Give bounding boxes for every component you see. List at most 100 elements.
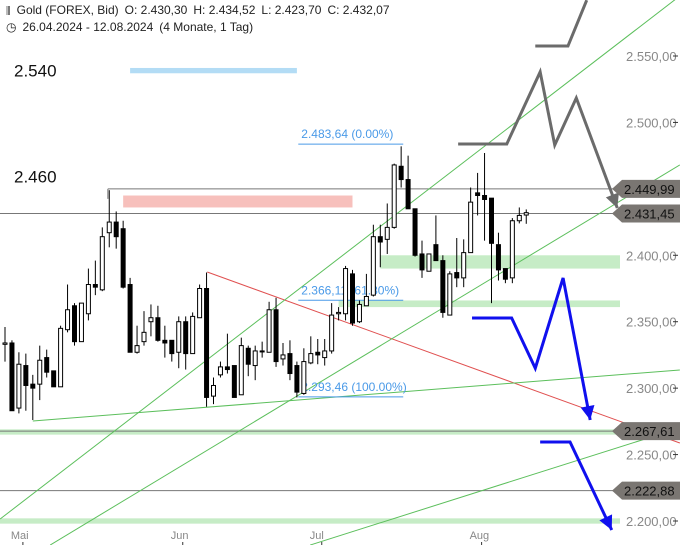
candle [155,305,161,342]
candle [454,238,460,288]
candle-body [23,365,29,386]
candle-body [273,309,279,363]
high-value: H: 2.434,52 [193,3,256,17]
candle-body [454,272,460,279]
candle-body [72,305,77,343]
candle [162,325,168,358]
candle-body [433,244,439,262]
candle [509,218,515,284]
candle [252,345,258,381]
candle-body [350,273,355,324]
candle-body [148,317,154,323]
candle [44,349,50,378]
candle [113,211,119,249]
candle-body [238,345,244,396]
candle [489,197,494,304]
zone-band [130,67,297,74]
candle [141,311,147,346]
candle [447,271,453,316]
candle-body [134,345,140,353]
candle [92,260,98,296]
candle-body [58,327,64,388]
candle [350,269,355,326]
y-tick-label: 2.550,00 [626,49,677,64]
candle-body [169,339,175,355]
candle-body [322,350,328,359]
candle [23,353,29,411]
projection-path [540,440,614,531]
candle [287,340,293,381]
candle-body [280,354,286,360]
candle [315,338,321,365]
candle [51,370,57,388]
candle-body [120,228,126,288]
y-tick-label: 2.200,00 [626,514,677,529]
candle-body [329,314,335,352]
candle-body [489,197,494,244]
candle [127,277,133,353]
trendline [207,271,680,444]
candle-body [30,383,36,389]
candle-body [85,284,91,315]
candle-body [99,236,105,291]
candle [280,342,286,366]
candle [197,284,203,319]
candle [426,253,432,272]
candle [2,327,8,362]
candle-body [363,295,369,307]
candle [475,172,481,216]
candle [412,208,418,257]
candle [363,273,369,307]
candle-body [294,365,300,393]
candle [301,348,307,395]
zone-band [338,300,620,308]
candle-body [461,252,467,279]
price-tag [612,204,680,223]
candle [294,361,300,398]
candle-body [190,315,196,355]
x-tick-label: Aug [470,530,490,542]
candle-body [245,347,251,365]
fib-label: 2.483,64 (0.00%) [301,127,393,141]
candle [482,152,488,241]
candle-body [65,309,71,331]
candle [308,336,314,365]
candle [266,301,272,353]
candle-body [440,260,446,313]
y-tick-label: 2.300,00 [626,381,677,396]
candle [169,339,175,362]
ohlc-header: ⫼ Gold (FOREX, Bid) O: 2.430,30 H: 2.434,52… [6,3,396,17]
y-tick-label: 2.400,00 [626,248,677,263]
price-tag [612,422,680,441]
candle [30,374,36,421]
candle [65,284,71,333]
candle [224,333,230,374]
candle [502,268,508,284]
candle [85,268,91,321]
price-tag-label: 2.267,61 [624,424,675,439]
candle [377,224,383,268]
candle-body [155,317,161,341]
candlestick-icon: ⫼ [6,6,11,17]
candle [217,361,223,378]
candle-body [412,208,418,256]
date-range: 26.04.2024 - 12.08.2024 [22,20,154,34]
candle-body [2,342,8,345]
y-tick-label: 2.350,00 [626,315,677,330]
arrow-head-icon [599,514,613,531]
candle [58,325,64,388]
candle [78,302,84,343]
level-label: 2.460 [14,168,57,187]
projection-path [472,277,592,421]
candle [190,312,196,355]
candle [398,146,404,188]
zone-band [0,518,620,524]
candle-body [301,361,307,394]
candle-body [211,384,216,397]
candle-body [377,236,383,243]
candle-body [197,287,203,319]
candle [461,239,467,288]
zone-band [123,195,353,208]
period: (4 Monate, 1 Tag) [159,20,254,34]
